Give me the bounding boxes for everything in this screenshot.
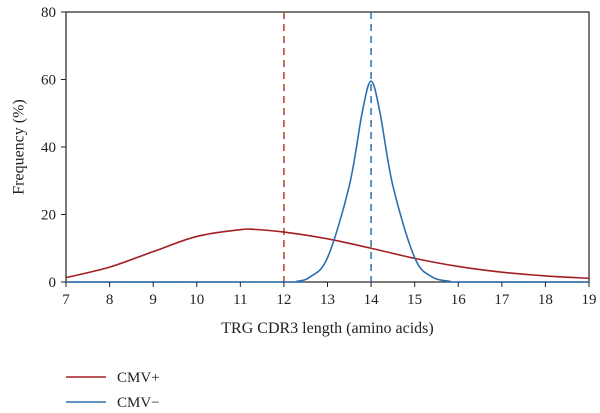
legend-label: CMV−: [117, 395, 160, 411]
x-tick-label: 19: [582, 292, 597, 308]
y-axis: 0 20 40 60 80: [41, 5, 66, 291]
x-tick-label: 13: [320, 292, 335, 308]
x-axis: 7 8 9 10 11 12 13 14 15 16 17 18 19: [62, 282, 597, 308]
y-tick-label: 60: [41, 73, 56, 89]
x-tick-label: 16: [451, 292, 467, 308]
x-tick-label: 10: [189, 292, 204, 308]
x-tick-label: 18: [538, 292, 553, 308]
legend: CMV+ CMV−: [66, 370, 160, 411]
y-axis-title: Frequency (%): [11, 99, 28, 195]
series-line-cmv-positive: [65, 228, 590, 280]
x-tick-label: 8: [106, 292, 114, 308]
x-tick-label: 15: [407, 292, 422, 308]
x-tick-label: 12: [276, 292, 291, 308]
legend-label: CMV+: [117, 370, 160, 386]
x-tick-label: 9: [149, 292, 157, 308]
y-tick-label: 80: [41, 5, 56, 21]
reference-lines: [283, 12, 372, 282]
x-tick-label: 11: [233, 292, 247, 308]
y-tick-label: 0: [49, 275, 57, 291]
y-tick-label: 40: [41, 140, 56, 156]
x-tick-label: 14: [364, 292, 380, 308]
series-layer: [65, 80, 590, 283]
plot-area: [65, 11, 590, 283]
x-axis-title: TRG CDR3 length (amino acids): [221, 320, 433, 337]
plot-frame: [65, 11, 590, 283]
series-line-cmv-negative: [65, 80, 590, 283]
y-tick-label: 20: [41, 208, 56, 224]
x-tick-label: 7: [62, 292, 70, 308]
x-tick-label: 17: [494, 292, 510, 308]
